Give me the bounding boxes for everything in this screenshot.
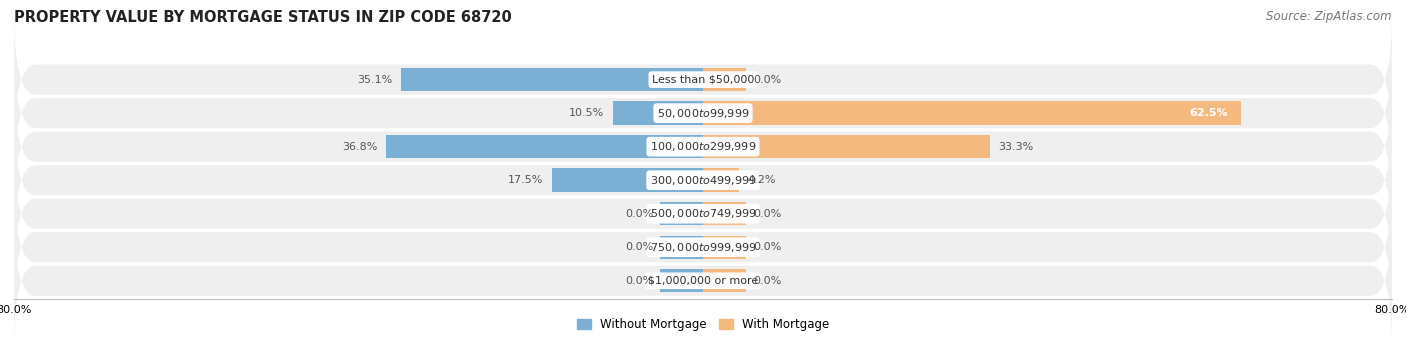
Bar <box>703 269 747 292</box>
Bar <box>703 101 1241 125</box>
FancyBboxPatch shape <box>14 112 1392 249</box>
Bar <box>703 135 990 158</box>
Text: 10.5%: 10.5% <box>568 108 605 118</box>
Text: 0.0%: 0.0% <box>624 209 652 219</box>
Text: $750,000 to $999,999: $750,000 to $999,999 <box>650 241 756 254</box>
Text: $500,000 to $749,999: $500,000 to $749,999 <box>650 207 756 220</box>
FancyBboxPatch shape <box>14 78 1392 216</box>
Text: 17.5%: 17.5% <box>509 175 544 185</box>
Bar <box>387 135 703 158</box>
Bar <box>703 236 747 259</box>
Text: 0.0%: 0.0% <box>624 242 652 252</box>
FancyBboxPatch shape <box>14 11 1392 148</box>
Text: Source: ZipAtlas.com: Source: ZipAtlas.com <box>1267 10 1392 23</box>
Legend: Without Mortgage, With Mortgage: Without Mortgage, With Mortgage <box>572 314 834 336</box>
Bar <box>703 168 740 192</box>
Bar <box>703 68 747 91</box>
Bar <box>613 101 703 125</box>
Text: 36.8%: 36.8% <box>342 142 377 152</box>
Text: 62.5%: 62.5% <box>1189 108 1229 118</box>
Text: 0.0%: 0.0% <box>624 276 652 286</box>
Bar <box>659 202 703 225</box>
Text: 0.0%: 0.0% <box>754 209 782 219</box>
Text: 35.1%: 35.1% <box>357 75 392 85</box>
FancyBboxPatch shape <box>14 45 1392 182</box>
Text: 0.0%: 0.0% <box>754 242 782 252</box>
Text: $300,000 to $499,999: $300,000 to $499,999 <box>650 174 756 187</box>
Bar <box>553 168 703 192</box>
Text: $100,000 to $299,999: $100,000 to $299,999 <box>650 140 756 153</box>
Text: 0.0%: 0.0% <box>754 276 782 286</box>
Bar <box>659 236 703 259</box>
Text: $1,000,000 or more: $1,000,000 or more <box>648 276 758 286</box>
Text: 4.2%: 4.2% <box>748 175 776 185</box>
FancyBboxPatch shape <box>14 212 1392 340</box>
FancyBboxPatch shape <box>14 145 1392 283</box>
Text: PROPERTY VALUE BY MORTGAGE STATUS IN ZIP CODE 68720: PROPERTY VALUE BY MORTGAGE STATUS IN ZIP… <box>14 10 512 25</box>
Text: 0.0%: 0.0% <box>754 75 782 85</box>
Bar <box>659 269 703 292</box>
Text: $50,000 to $99,999: $50,000 to $99,999 <box>657 107 749 120</box>
FancyBboxPatch shape <box>14 178 1392 316</box>
Bar <box>703 202 747 225</box>
Text: Less than $50,000: Less than $50,000 <box>652 75 754 85</box>
Bar <box>401 68 703 91</box>
Text: 33.3%: 33.3% <box>998 142 1033 152</box>
